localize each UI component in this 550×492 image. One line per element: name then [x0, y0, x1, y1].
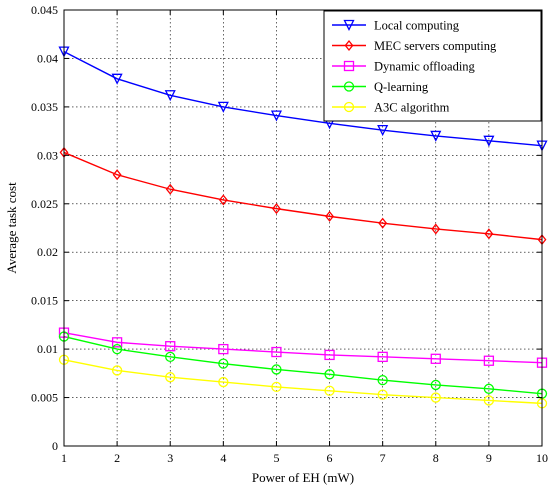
series-0-point — [217, 101, 229, 113]
series-1-point — [325, 210, 334, 222]
y-axis-title: Average task cost — [4, 182, 19, 274]
y-tick-label: 0.03 — [37, 148, 58, 162]
series-0-point — [164, 90, 176, 102]
y-tick-label: 0.025 — [31, 197, 58, 211]
x-tick-label: 8 — [433, 451, 439, 465]
x-tick-labels: 1 2 3 4 5 6 7 8 9 10 — [61, 451, 548, 465]
series-line-1 — [63, 151, 543, 241]
series-1-point — [378, 217, 388, 229]
legend-label: A3C algorithm — [374, 101, 450, 115]
series-4-point — [271, 381, 282, 393]
y-tick-label: 0.005 — [31, 391, 58, 405]
series-lines — [63, 51, 543, 405]
legend-label: MEC servers computing — [374, 39, 497, 53]
series-3-point — [324, 369, 335, 380]
series-1-point — [165, 183, 175, 195]
series-line-4 — [63, 359, 543, 405]
legend-marker — [343, 81, 355, 92]
x-tick-label: 7 — [380, 451, 386, 465]
legend-label: Q-learning — [374, 80, 429, 94]
series-0-point — [483, 135, 495, 147]
series-2-point — [111, 337, 123, 348]
series-1-point — [112, 169, 122, 181]
series-3-point — [430, 379, 441, 391]
y-tick-label: 0.04 — [37, 51, 58, 65]
series-0-point — [377, 124, 389, 137]
legend-marker — [343, 19, 355, 31]
series-4-point — [218, 376, 229, 388]
x-tick-label: 1 — [61, 451, 67, 465]
x-tick-label: 9 — [486, 451, 492, 465]
x-axis-title: Power of EH (mW) — [252, 470, 354, 485]
series-2-point — [324, 349, 335, 361]
legend-label: Local computing — [374, 19, 460, 33]
series-line-2 — [63, 331, 543, 364]
series-2-point — [430, 353, 441, 364]
legend-label: Dynamic offloading — [374, 60, 476, 74]
series-1-point — [431, 223, 441, 235]
x-tick-label: 4 — [220, 451, 226, 465]
series-2-point — [165, 341, 176, 352]
series-0-point — [430, 130, 442, 142]
y-tick-label: 0.02 — [37, 245, 58, 259]
plot-frame — [63, 9, 543, 447]
series-4-point — [324, 385, 335, 396]
series-3-point — [271, 364, 282, 375]
series-4-point — [165, 372, 176, 383]
legend: Local computing MEC servers computing Dyna… — [323, 10, 542, 122]
legend-marker — [343, 60, 355, 72]
y-tick-label: 0.015 — [31, 294, 58, 308]
series-1-point — [218, 194, 228, 206]
y-tick-labels: 0 0.005 0.01 0.015 0.02 0.025 0.03 0.035 0.04 0.0… — [31, 3, 58, 453]
series-2-point — [483, 355, 495, 366]
x-tick-label: 3 — [167, 451, 173, 465]
series-1-point — [484, 228, 494, 240]
x-tick-label: 2 — [114, 451, 120, 465]
series-3-point — [483, 383, 495, 394]
series-2-point — [377, 351, 388, 363]
series-3-point — [165, 351, 176, 363]
series-0-point — [270, 110, 282, 122]
series-3-point — [218, 358, 229, 369]
legend-marker — [343, 101, 355, 113]
series-2-point — [271, 346, 282, 358]
y-tick-label: 0.01 — [37, 342, 58, 356]
series-4-point — [377, 389, 388, 400]
series-3-point — [377, 374, 388, 386]
series-4-point — [111, 365, 123, 376]
series-1-point — [272, 203, 281, 215]
y-tick-label: 0.035 — [31, 100, 58, 114]
series-4-point — [483, 395, 495, 406]
series-line-0 — [63, 51, 543, 147]
y-tick-label: 0 — [52, 439, 58, 453]
series-3-point — [111, 343, 123, 355]
x-tick-label: 6 — [327, 451, 333, 465]
series-2-point — [218, 343, 229, 355]
series-markers — [58, 46, 548, 409]
series-0-point — [111, 73, 123, 85]
y-tick-label: 0.045 — [31, 3, 58, 17]
legend-marker — [344, 39, 354, 52]
series-line-3 — [63, 335, 543, 395]
x-tick-label: 10 — [536, 451, 548, 465]
x-tick-label: 5 — [273, 451, 279, 465]
series-4-point — [430, 392, 441, 403]
